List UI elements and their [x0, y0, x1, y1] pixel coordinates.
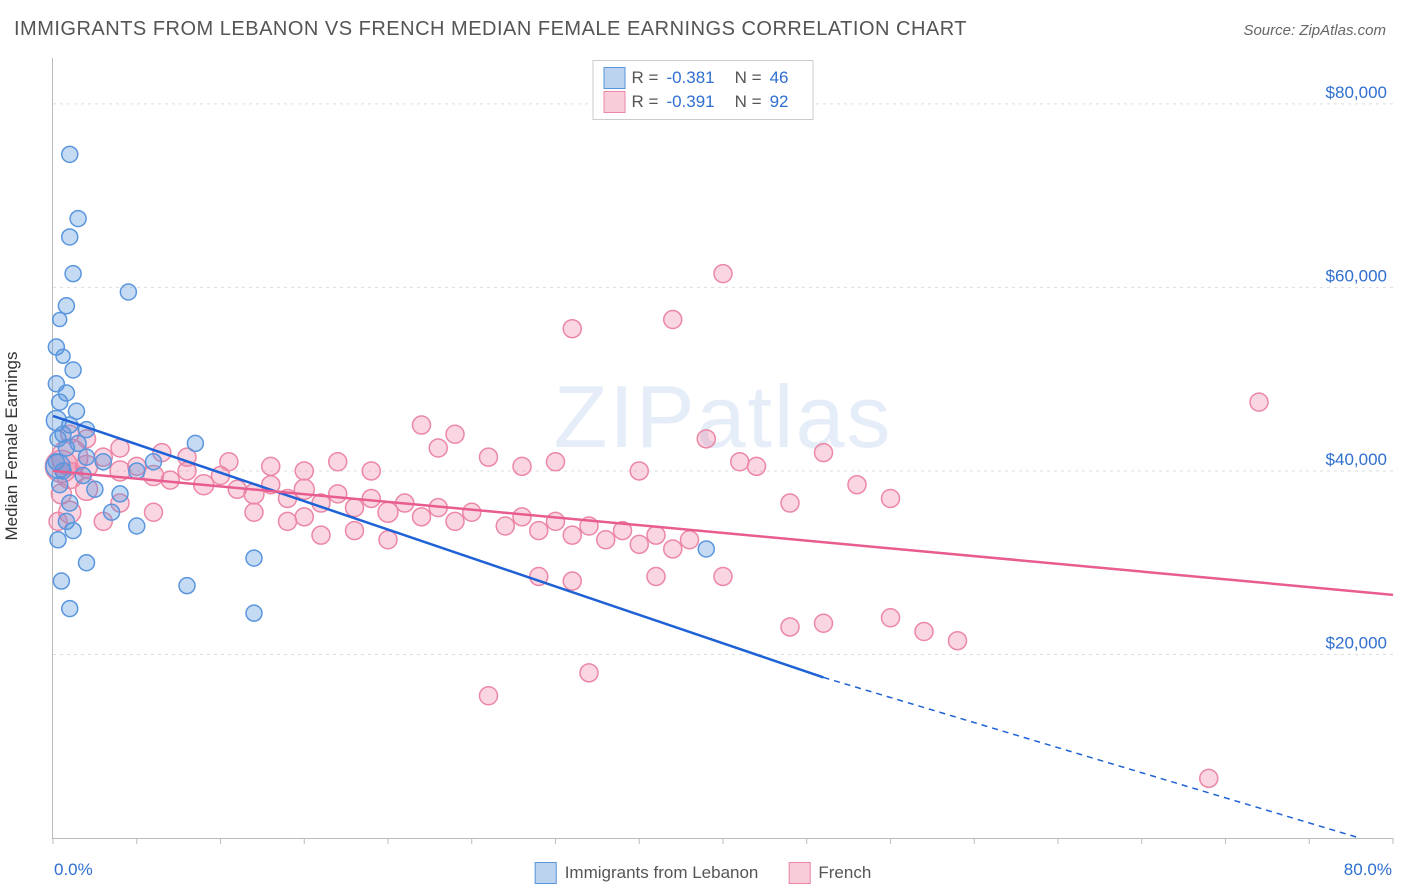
n-value-french: 92 — [770, 92, 789, 112]
svg-text:$80,000: $80,000 — [1326, 83, 1387, 102]
x-max-label: 80.0% — [1344, 860, 1392, 880]
legend-label-french: French — [818, 863, 871, 883]
svg-text:$60,000: $60,000 — [1326, 266, 1387, 285]
svg-text:$20,000: $20,000 — [1326, 633, 1387, 652]
plot-svg: $20,000 $40,000 $60,000 $80,000 — [53, 58, 1393, 838]
chart-container: IMMIGRANTS FROM LEBANON VS FRENCH MEDIAN… — [0, 0, 1406, 892]
legend-row-french: R = -0.391 N = 92 — [604, 91, 803, 113]
r-label: R = — [632, 68, 659, 88]
swatch-french-bottom — [788, 862, 810, 884]
r-value-lebanon: -0.381 — [666, 68, 714, 88]
svg-text:$40,000: $40,000 — [1326, 450, 1387, 469]
swatch-french — [604, 91, 626, 113]
legend-label-lebanon: Immigrants from Lebanon — [565, 863, 759, 883]
n-label: N = — [735, 92, 762, 112]
x-min-label: 0.0% — [54, 860, 93, 880]
n-value-lebanon: 46 — [770, 68, 789, 88]
plot-area: ZIPatlas $20,000$40,000$60,000$80,000 — [52, 58, 1393, 839]
source-attribution: Source: ZipAtlas.com — [1243, 22, 1386, 39]
legend-item-french: French — [788, 862, 871, 884]
r-value-french: -0.391 — [666, 92, 714, 112]
y-axis-title: Median Female Earnings — [2, 352, 22, 541]
chart-title: IMMIGRANTS FROM LEBANON VS FRENCH MEDIAN… — [14, 18, 967, 41]
legend-series: Immigrants from Lebanon French — [535, 862, 872, 884]
r-label: R = — [632, 92, 659, 112]
n-label: N = — [735, 68, 762, 88]
swatch-lebanon — [604, 67, 626, 89]
legend-row-lebanon: R = -0.381 N = 46 — [604, 67, 803, 89]
legend-item-lebanon: Immigrants from Lebanon — [535, 862, 759, 884]
swatch-lebanon-bottom — [535, 862, 557, 884]
legend-correlation: R = -0.381 N = 46 R = -0.391 N = 92 — [593, 60, 814, 120]
